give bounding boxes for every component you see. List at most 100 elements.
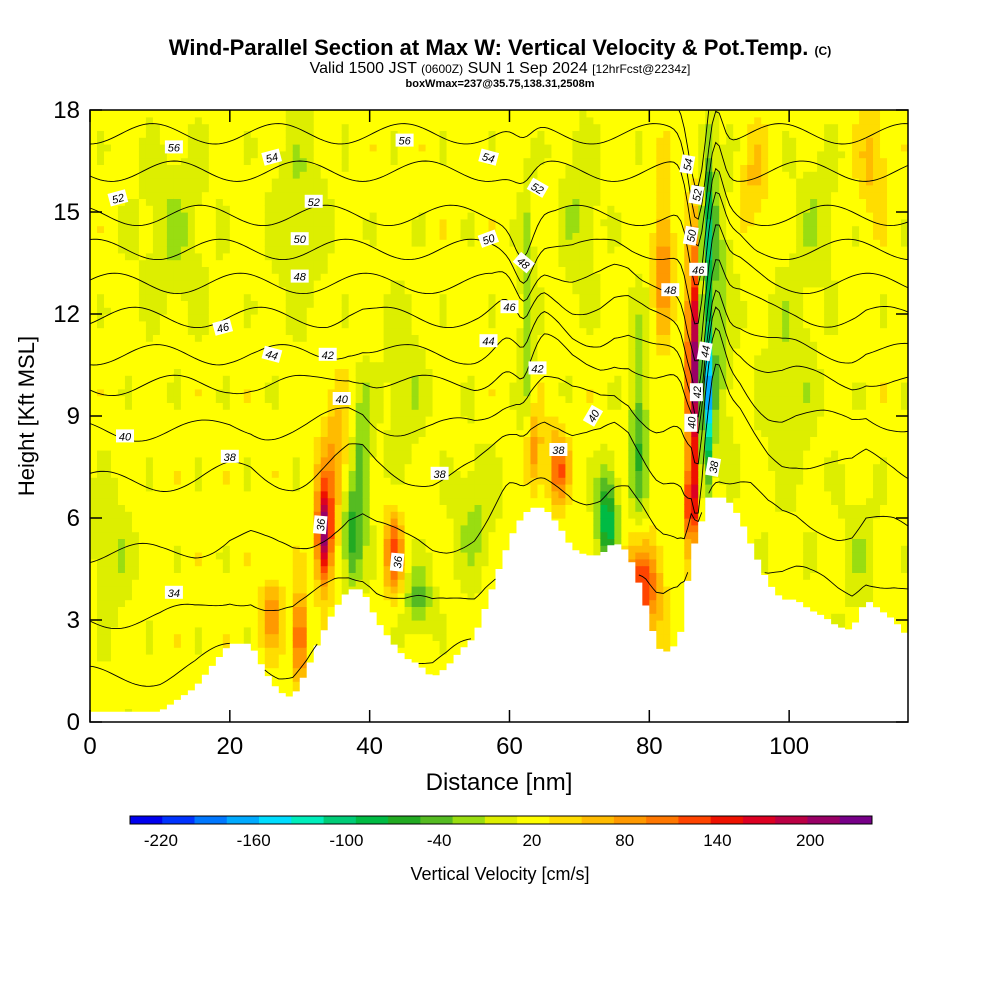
field-cell (145, 477, 154, 485)
field-cell (138, 184, 147, 193)
field-cell (180, 218, 189, 227)
field-cell (173, 382, 182, 390)
field-cell (152, 239, 161, 247)
field-cell (285, 320, 294, 329)
field-cell (138, 586, 147, 594)
field-cell (152, 382, 161, 390)
field-cell (376, 416, 385, 424)
field-cell (299, 416, 308, 424)
field-cell (404, 572, 413, 580)
field-cell (369, 395, 378, 403)
field-cell (376, 354, 385, 363)
field-cell (285, 198, 294, 206)
field-cell (145, 694, 154, 703)
field-cell (159, 490, 168, 499)
field-cell (194, 307, 203, 315)
field-cell (334, 416, 343, 424)
field-cell (341, 456, 350, 465)
field-cell (152, 538, 161, 546)
field-cell (334, 456, 343, 465)
field-cell (180, 558, 189, 567)
field-cell (334, 375, 343, 383)
field-cell (404, 402, 413, 410)
field-cell (355, 314, 364, 322)
field-cell (236, 164, 245, 172)
field-cell (369, 456, 378, 465)
field-cell (285, 456, 294, 465)
field-cell (306, 150, 315, 159)
field-cell (103, 382, 112, 390)
field-cell (467, 484, 476, 492)
field-cell (271, 232, 280, 240)
field-cell (285, 552, 294, 560)
field-cell (208, 538, 217, 546)
field-cell (229, 178, 238, 186)
field-cell (159, 647, 168, 655)
field-cell (404, 647, 413, 655)
field-cell (96, 273, 105, 281)
field-cell (376, 504, 385, 512)
field-cell (341, 259, 350, 267)
field-cell (264, 259, 273, 267)
field-cell (103, 157, 112, 165)
field-cell (432, 660, 441, 669)
field-cell (257, 348, 266, 356)
field-cell (467, 266, 476, 274)
field-cell (152, 592, 161, 601)
field-cell (229, 402, 238, 410)
field-cell (257, 531, 266, 539)
field-cell (355, 184, 364, 193)
field-cell (264, 395, 273, 403)
field-cell (425, 246, 434, 254)
field-cell (250, 606, 259, 614)
field-cell (369, 354, 378, 363)
field-cell (369, 409, 378, 417)
field-cell (103, 232, 112, 240)
field-cell (411, 463, 420, 471)
field-cell (208, 184, 217, 193)
field-cell (334, 361, 343, 369)
field-cell (390, 633, 399, 641)
field-cell (271, 307, 280, 315)
field-cell (327, 436, 336, 444)
field-cell (208, 579, 217, 587)
field-cell (306, 490, 315, 499)
field-cell (355, 300, 364, 308)
field-cell (306, 225, 315, 233)
field-cell (390, 626, 399, 635)
field-cell (474, 565, 483, 573)
field-cell (467, 273, 476, 281)
field-cell (243, 239, 252, 247)
field-cell (425, 212, 434, 220)
field-cell (96, 137, 105, 145)
field-cell (334, 429, 343, 437)
field-cell (439, 538, 448, 546)
field-cell (145, 361, 154, 369)
field-cell (131, 599, 140, 607)
field-cell (334, 246, 343, 254)
field-cell (180, 273, 189, 281)
field-cell (397, 538, 406, 546)
field-cell (355, 273, 364, 281)
field-cell (117, 674, 126, 682)
field-cell (285, 361, 294, 369)
field-cell (425, 599, 434, 607)
field-cell (453, 246, 462, 254)
field-cell (411, 647, 420, 655)
field-cell (411, 116, 420, 125)
field-cell (278, 307, 287, 315)
field-cell (348, 368, 357, 376)
field-cell (110, 484, 119, 492)
field-cell (383, 178, 392, 186)
field-cell (369, 137, 378, 145)
field-cell (411, 504, 420, 512)
field-cell (460, 232, 469, 240)
field-cell (103, 586, 112, 594)
field-cell (348, 239, 357, 247)
field-cell (138, 300, 147, 308)
field-cell (460, 470, 469, 478)
field-cell (285, 307, 294, 315)
field-cell (474, 592, 483, 601)
field-cell (243, 613, 252, 621)
field-cell (208, 429, 217, 437)
